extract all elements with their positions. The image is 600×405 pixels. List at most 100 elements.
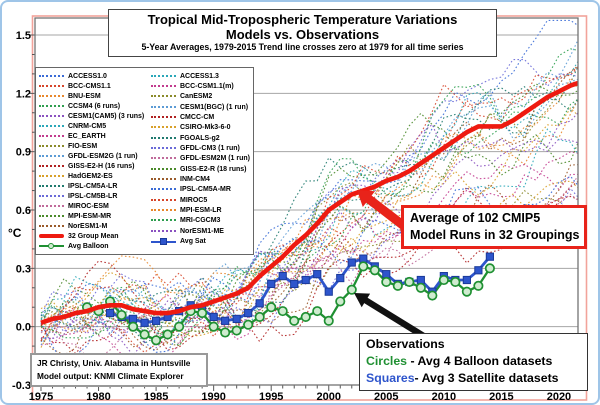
legend-item: Avg Sat xyxy=(149,237,251,247)
y-tick-label: 0.0 xyxy=(16,322,31,334)
legend-swatch-dotted-line xyxy=(39,162,64,171)
legend-item-label: BCC-CMS1.1 xyxy=(68,82,111,90)
observations-squares-line: Squares- Avg 3 Satellite datasets xyxy=(366,370,581,387)
legend-swatch-dotted-line xyxy=(39,182,64,191)
cmip-annotation-line1: Average of 102 CMIP5 xyxy=(410,211,541,225)
avg-balloon-marker xyxy=(220,327,231,338)
legend-item-label: CSIRO-Mk3-6-0 xyxy=(180,124,231,132)
legend-swatch-dotted-line xyxy=(39,172,64,181)
observations-annotation-box: Observations Circles - Avg 4 Balloon dat… xyxy=(359,333,588,391)
legend-item-label: CanESM2 xyxy=(180,93,213,101)
avg-sat-marker xyxy=(267,279,276,288)
avg-sat-marker xyxy=(290,279,299,288)
cmip-annotation-line2: Model Runs in 32 Groupings xyxy=(410,228,580,242)
legend-swatch-dotted-line xyxy=(151,92,176,101)
legend-item-label: NorESM1-ME xyxy=(180,227,224,235)
avg-balloon-marker xyxy=(116,309,127,321)
avg-sat-marker xyxy=(152,316,161,325)
avg-sat-marker xyxy=(301,275,310,285)
model-run-line xyxy=(40,163,578,325)
avg-balloon-marker xyxy=(473,280,484,291)
legend-item: IPSL-CM5B-LR xyxy=(37,191,149,201)
legend-item-label: IPSL-CM5B-LR xyxy=(68,192,118,200)
legend-item: CESM1(CAM5) (3 runs) xyxy=(37,111,149,121)
avg-sat-marker xyxy=(347,258,356,267)
avg-balloon-marker xyxy=(243,319,254,330)
legend-item-label: ACCESS1.3 xyxy=(180,72,219,80)
circles-rest: - Avg 4 Balloon datasets xyxy=(407,354,553,369)
legend-swatch-dotted-line xyxy=(39,222,64,231)
legend-item-label: BNU-ESM xyxy=(68,92,101,100)
legend-item-label: Avg Balloon xyxy=(68,242,109,250)
legend-box: ACCESS1.0 BCC-CMS1.1 BNU-ESM CCSM4 (6 runs)… xyxy=(35,67,254,255)
legend-item: CESM1(BGC) (1 run) xyxy=(149,102,251,112)
legend-item: MIROC-ESM xyxy=(37,201,149,211)
legend-swatch-dotted-line xyxy=(151,82,176,91)
legend-item-label: MIROC5 xyxy=(180,196,208,204)
avg-balloon-marker xyxy=(461,286,472,297)
legend-item: CMCC-CM xyxy=(149,112,251,122)
chart-title-line1: Tropical Mid-Tropospheric Temperature Va… xyxy=(147,12,458,27)
legend-swatch-dotted-line xyxy=(39,192,64,201)
legend-swatch-dotted-line xyxy=(151,154,176,163)
model-run-line xyxy=(40,76,578,323)
avg-sat-marker xyxy=(232,314,241,323)
legend-item-label: GFDL-ESM2G (1 run) xyxy=(68,152,138,160)
x-tick-label: 2010 xyxy=(432,391,456,403)
legend-swatch-dotted-line xyxy=(39,142,64,151)
legend-column-left: ACCESS1.0 BCC-CMS1.1 BNU-ESM CCSM4 (6 runs)… xyxy=(37,71,149,251)
avg-balloon-marker xyxy=(266,302,277,313)
avg-balloon-marker xyxy=(139,329,150,340)
legend-item: ACCESS1.0 xyxy=(37,71,149,81)
avg-balloon-marker xyxy=(162,329,173,340)
x-tick-label: 2015 xyxy=(489,391,513,403)
avg-balloon-marker xyxy=(277,306,288,317)
legend-item-label: ACCESS1.0 xyxy=(68,72,107,80)
legend-item: MPI-ESM-MR xyxy=(37,211,149,221)
legend-item: FIO-ESM xyxy=(37,141,149,151)
legend-swatch-dotted-line xyxy=(39,72,64,81)
avg-balloon-line xyxy=(86,264,491,342)
legend-item-label: CESM1(BGC) (1 run) xyxy=(180,103,249,111)
model-run-line xyxy=(40,134,578,336)
legend-swatch-dotted-line xyxy=(39,102,64,111)
avg-balloon-marker xyxy=(427,290,438,301)
legend-swatch-dotted-line xyxy=(151,113,176,122)
legend-swatch-dotted-line xyxy=(39,202,64,211)
legend-item: GISS-E2-H (16 runs) xyxy=(37,161,149,171)
main-series xyxy=(40,80,578,346)
legend-swatch-avg-balloon xyxy=(39,242,64,251)
avg-balloon-marker xyxy=(358,261,369,272)
avg-sat-marker xyxy=(382,270,391,279)
legend-item-label: HadGEM2-ES xyxy=(68,172,113,180)
avg-sat-marker xyxy=(105,308,115,318)
legend-item: MPI-ESM-LR xyxy=(149,205,251,215)
legend-item-label: CNRM-CM5 xyxy=(68,122,107,130)
avg-sat-marker xyxy=(485,252,494,261)
avg-sat-marker xyxy=(416,275,425,285)
legend-item-label: EC_EARTH xyxy=(68,132,106,140)
avg-balloon-marker xyxy=(450,276,461,287)
legend-swatch-dotted-line xyxy=(151,144,176,153)
legend-item: ACCESS1.3 xyxy=(149,71,251,81)
legend-swatch-avg-sat xyxy=(151,237,176,246)
legend-item-label: MIROC-ESM xyxy=(68,202,109,210)
legend-item: CNRM-CM5 xyxy=(37,121,149,131)
legend-item-label: NorESM1-M xyxy=(68,222,108,230)
legend-item: HadGEM2-ES xyxy=(37,171,149,181)
legend-swatch-dotted-line xyxy=(151,123,176,132)
legend-item: CCSM4 (6 runs) xyxy=(37,101,149,111)
legend-column-right: ACCESS1.3 BCC-CSM1.1(m) CanESM2 CESM1(BGC) … xyxy=(149,71,251,251)
legend-swatch-dotted-line xyxy=(39,132,64,141)
legend-item-label: FGOALS-g2 xyxy=(180,134,220,142)
legend-item: MIROC5 xyxy=(149,195,251,205)
legend-swatch-dotted-line xyxy=(39,152,64,161)
legend-item-label: GISS-E2-H (16 runs) xyxy=(68,162,135,170)
legend-item: GFDL-CM3 (1 run) xyxy=(149,143,251,153)
squares-rest: - Avg 3 Satellite datasets xyxy=(414,371,559,386)
avg-balloon-marker xyxy=(335,296,346,307)
legend-swatch-dotted-line xyxy=(151,134,176,143)
avg-balloon-marker xyxy=(300,311,311,322)
